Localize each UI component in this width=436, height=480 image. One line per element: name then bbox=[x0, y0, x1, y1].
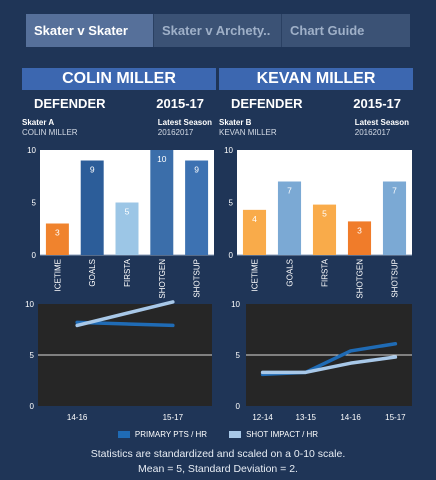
line-chart-b-x-tick: 14-16 bbox=[340, 413, 361, 422]
bar-label-a-icetime: 3 bbox=[55, 228, 60, 238]
line-chart-b-y-tick: 0 bbox=[236, 402, 241, 411]
bar-label-a-shotsup: 9 bbox=[194, 165, 199, 175]
bar-label-b-icetime: 4 bbox=[252, 214, 257, 224]
player-b-panel: KEVAN MILLER DEFENDER 2015-17 Skater B K… bbox=[219, 68, 413, 137]
bar-category-b-shotsup: SHOTSUP bbox=[391, 259, 400, 298]
skater-b-label: Skater B bbox=[219, 118, 252, 127]
bar-category-b-shotgen: SHOTGEN bbox=[356, 259, 365, 299]
bar-category-b-icetime: ICETIME bbox=[251, 259, 260, 291]
player-b-position: DEFENDER bbox=[231, 96, 303, 111]
bar-chart-a-y-tick: 5 bbox=[32, 199, 37, 208]
bar-chart-b-y-tick: 0 bbox=[229, 251, 234, 260]
bar-b-goals bbox=[277, 181, 302, 255]
bar-chart-a-y-tick: 10 bbox=[27, 146, 36, 155]
bar-category-a-firsta: FIRSTA bbox=[123, 258, 132, 287]
skater-a-label: Skater A bbox=[22, 118, 55, 127]
player-b-name: KEVAN MILLER bbox=[219, 68, 413, 90]
bar-a-firsta bbox=[115, 202, 139, 255]
bar-chart-b-y-tick: 10 bbox=[224, 146, 233, 155]
bar-category-a-shotgen: SHOTGEN bbox=[158, 259, 167, 299]
skater-a-value: COLIN MILLER bbox=[22, 128, 78, 137]
player-a-panel: COLIN MILLER DEFENDER 2015-17 Skater A C… bbox=[22, 68, 216, 137]
line-b-shot-impact bbox=[260, 355, 398, 375]
bar-category-a-icetime: ICETIME bbox=[53, 259, 62, 291]
line-chart-a-x-tick: 14-16 bbox=[67, 413, 88, 422]
bar-a-shotsup bbox=[185, 160, 209, 255]
legend-label-shot-impact: SHOT IMPACT / HR bbox=[246, 430, 319, 439]
bar-label-a-goals: 9 bbox=[90, 165, 95, 175]
line-chart-b-x-tick: 12-14 bbox=[252, 413, 273, 422]
bar-category-a-goals: GOALS bbox=[88, 259, 97, 287]
legend-item-shot-impact[interactable]: SHOT IMPACT / HR bbox=[229, 430, 318, 439]
line-a-shot-impact bbox=[75, 300, 175, 328]
line-chart-legend: PRIMARY PTS / HR SHOT IMPACT / HR bbox=[0, 430, 436, 439]
bar-label-b-goals: 7 bbox=[287, 186, 292, 196]
line-chart-b-x-tick: 15-17 bbox=[385, 413, 406, 422]
player-a-season: 2015-17 bbox=[156, 96, 204, 111]
bar-a-shotgen bbox=[150, 150, 174, 255]
bar-chart-a-y-tick: 0 bbox=[32, 251, 37, 260]
bar-label-a-firsta: 5 bbox=[125, 207, 130, 217]
legend-swatch-shot-impact bbox=[229, 431, 242, 438]
bar-b-shotgen bbox=[347, 221, 372, 255]
footer-note: Statistics are standardized and scaled o… bbox=[0, 447, 436, 477]
tab-bar: Skater v Skater Skater v Archety.. Chart… bbox=[26, 14, 411, 47]
bar-label-a-shotgen: 10 bbox=[157, 154, 167, 164]
tab-chart-guide[interactable]: Chart Guide bbox=[282, 14, 410, 47]
line-chart-b-y-tick: 5 bbox=[236, 351, 241, 360]
bar-category-b-firsta: FIRSTA bbox=[321, 258, 330, 287]
bar-b-firsta bbox=[312, 204, 337, 255]
line-chart-b-y-tick: 10 bbox=[231, 300, 240, 309]
bar-label-b-shotgen: 3 bbox=[357, 225, 362, 235]
line-chart-b-x-tick: 13-15 bbox=[296, 413, 317, 422]
player-b-season: 2015-17 bbox=[353, 96, 401, 111]
line-chart-a-x-tick: 15-17 bbox=[163, 413, 184, 422]
bar-category-b-goals: GOALS bbox=[286, 259, 295, 287]
latest-season-b-value: 20162017 bbox=[354, 128, 391, 137]
player-a-position: DEFENDER bbox=[34, 96, 106, 111]
line-chart-a-y-tick: 10 bbox=[25, 300, 34, 309]
bar-chart-b-y-tick: 5 bbox=[229, 199, 234, 208]
line-chart-a-y-tick: 0 bbox=[30, 402, 35, 411]
bar-category-a-shotsup: SHOTSUP bbox=[193, 259, 202, 298]
bar-label-b-shotsup: 7 bbox=[392, 186, 397, 196]
latest-season-b-label: Latest Season bbox=[354, 118, 409, 127]
footer-line-2: Mean = 5, Standard Deviation = 2. bbox=[138, 463, 298, 475]
bar-a-goals bbox=[80, 160, 104, 255]
tab-skater-v-skater[interactable]: Skater v Skater bbox=[26, 14, 154, 47]
footer-line-1: Statistics are standardized and scaled o… bbox=[90, 448, 346, 460]
skater-b-value: KEVAN MILLER bbox=[219, 128, 277, 137]
line-chart-a-y-tick: 5 bbox=[30, 351, 35, 360]
legend-swatch-primary bbox=[117, 431, 130, 438]
latest-season-a-value: 20162017 bbox=[157, 128, 194, 137]
bar-label-b-firsta: 5 bbox=[322, 209, 327, 219]
legend-item-primary[interactable]: PRIMARY PTS / HR bbox=[117, 430, 208, 439]
player-a-name: COLIN MILLER bbox=[22, 68, 216, 90]
tab-skater-v-archetype[interactable]: Skater v Archety.. bbox=[154, 14, 282, 47]
latest-season-a-label: Latest Season bbox=[157, 118, 212, 127]
bar-a-icetime bbox=[45, 223, 69, 255]
bar-b-icetime bbox=[242, 209, 267, 255]
legend-label-primary: PRIMARY PTS / HR bbox=[134, 430, 208, 439]
bar-b-shotsup bbox=[382, 181, 407, 255]
